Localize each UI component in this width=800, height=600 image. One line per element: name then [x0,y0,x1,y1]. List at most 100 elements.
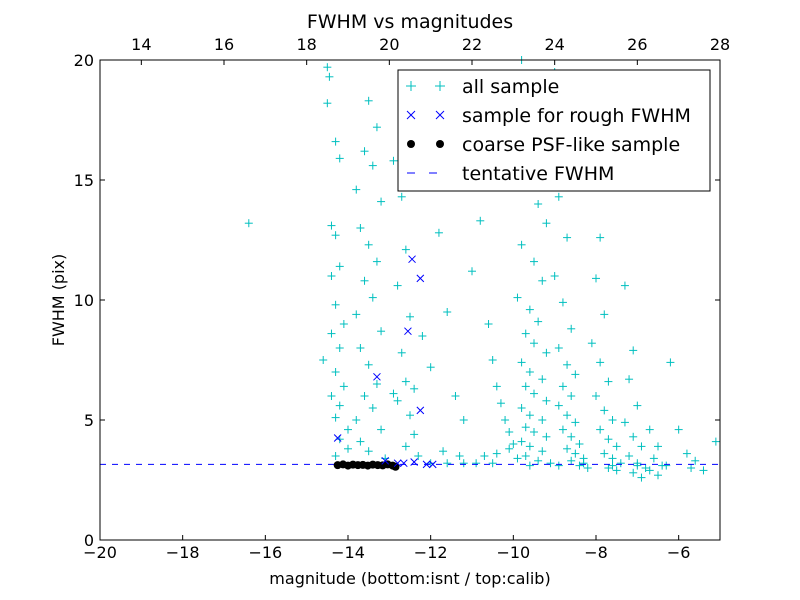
data-point-all-sample-58 [414,452,423,460]
data-point-all-sample-193 [662,461,671,470]
x-tick-label-0: −20 [83,543,117,562]
data-point-all-sample-156 [616,459,625,468]
data-point-all-sample-168 [641,464,650,472]
data-point-all-sample-41 [368,404,377,412]
x-tick-label-6: −8 [584,543,608,562]
data-point-all-sample-184 [443,459,452,468]
data-point-all-sample-35 [352,310,361,319]
data-point-all-sample-194 [687,464,696,472]
data-point-rough-fwhm-3 [408,255,416,264]
data-point-all-sample-91 [530,257,538,266]
data-point-all-sample-163 [620,418,629,427]
data-point-all-sample-76 [501,416,510,424]
legend-marker-all-sample-0 [406,81,416,91]
data-point-all-sample-152 [604,435,613,444]
data-point-all-sample-150 [608,416,617,424]
data-point-all-sample-172 [654,442,662,451]
data-point-all-sample-128 [567,392,576,400]
data-point-all-sample-67 [439,447,448,456]
data-point-all-sample-30 [356,224,365,232]
data-point-rough-fwhm-6 [393,459,402,468]
y-tick-label-3: 15 [74,171,94,190]
data-point-all-sample-179 [682,449,691,458]
data-point-rough-fwhm-11 [399,459,408,468]
legend-markers [406,81,445,174]
legend-box [397,69,711,192]
data-point-rough-fwhm-7 [410,458,418,466]
data-point-all-sample-155 [608,454,617,463]
data-point-all-sample-189 [554,461,563,470]
data-point-all-sample-186 [459,459,468,468]
data-point-all-sample-47 [389,156,398,165]
data-point-all-sample-37 [356,344,365,352]
data-point-all-sample-78 [509,440,518,448]
data-point-all-sample-133 [567,432,576,441]
data-point-all-sample-166 [625,452,634,460]
data-point-all-sample-110 [542,432,551,441]
data-point-all-sample-120 [563,233,572,242]
data-point-all-sample-157 [604,464,613,472]
data-point-all-sample-104 [542,396,551,405]
top-tick-label-3: 20 [379,35,399,54]
data-point-all-sample-175 [645,466,654,475]
legend: all sample sample for rough FWHM coarse … [397,69,711,192]
data-point-all-sample-178 [674,425,683,434]
data-point-all-sample-56 [410,430,419,439]
data-point-all-sample-1 [323,63,332,72]
data-point-all-sample-11 [339,320,348,328]
data-point-all-sample-50 [393,281,402,290]
data-point-all-sample-113 [538,447,547,456]
data-point-all-sample-112 [525,442,534,451]
data-point-all-sample-97 [530,339,538,348]
data-point-all-sample-181 [699,466,708,475]
data-point-all-sample-96 [521,329,530,338]
data-point-all-sample-176 [654,471,662,480]
data-point-rough-fwhm-8 [422,460,431,469]
data-point-all-sample-134 [575,440,584,448]
x-tick-label-7: −6 [667,543,691,562]
data-point-all-sample-161 [625,375,634,384]
data-point-all-sample-145 [587,339,596,348]
top-tick-label-1: 16 [214,35,234,54]
data-point-all-sample-45 [364,447,373,456]
data-point-all-sample-100 [525,368,534,376]
data-point-all-sample-48 [397,192,406,201]
data-point-all-sample-5 [335,154,344,163]
data-point-all-sample-154 [600,449,609,458]
data-point-all-sample-190 [579,459,588,468]
data-point-all-sample-82 [513,454,522,463]
data-point-all-sample-42 [352,416,361,424]
data-point-all-sample-114 [521,452,530,460]
data-point-all-sample-146 [596,358,605,367]
data-point-all-sample-180 [691,456,700,465]
y-tick-label-4: 20 [74,51,94,70]
data-point-all-sample-182 [711,437,720,446]
data-point-rough-fwhm-2 [404,327,412,336]
data-point-psf-like-12 [391,462,400,471]
data-point-all-sample-65 [451,392,460,400]
data-point-all-sample-131 [571,418,580,427]
data-point-all-sample-132 [558,425,567,434]
data-point-all-sample-72 [484,320,493,328]
data-point-rough-fwhm-10 [428,460,437,469]
data-point-all-sample-159 [620,281,629,290]
data-point-all-sample-162 [633,401,642,410]
x-tick-label-3: −14 [331,543,365,562]
legend-label-tentative-fwhm: tentative FWHM [462,163,614,185]
data-point-rough-fwhm-1 [373,372,381,381]
data-point-all-sample-116 [546,459,555,468]
data-point-all-sample-80 [492,449,501,458]
data-point-all-sample-28 [352,185,361,194]
top-tick-label-7: 28 [710,35,730,54]
data-point-all-sample-27 [368,161,377,170]
data-point-all-sample-139 [575,461,584,470]
data-point-all-sample-99 [517,358,526,367]
data-point-all-sample-55 [406,411,414,420]
data-point-all-sample-142 [596,233,605,242]
data-point-all-sample-32 [372,257,381,266]
data-point-all-sample-111 [517,437,526,446]
data-point-all-sample-14 [319,356,328,364]
legend-label-psf-like: coarse PSF-like sample [462,134,680,156]
data-point-all-sample-151 [596,425,605,434]
top-tick-label-5: 24 [544,35,564,54]
